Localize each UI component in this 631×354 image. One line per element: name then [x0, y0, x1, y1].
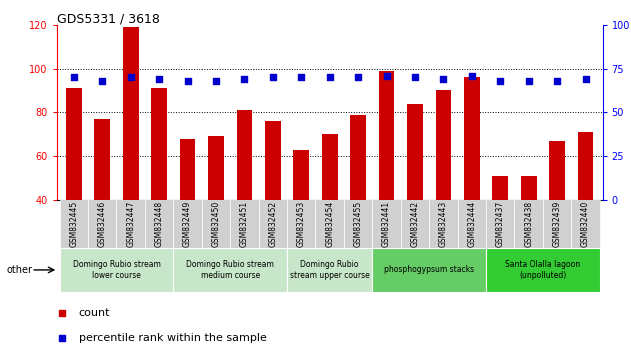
- Bar: [379, 71, 394, 200]
- Text: count: count: [79, 308, 110, 318]
- FancyBboxPatch shape: [259, 200, 287, 248]
- Text: GSM832437: GSM832437: [496, 201, 505, 247]
- Bar: [578, 132, 593, 200]
- Bar: [322, 134, 338, 200]
- Text: GSM832444: GSM832444: [468, 201, 476, 247]
- Point: [581, 76, 591, 82]
- Text: GSM832445: GSM832445: [69, 201, 78, 247]
- Point: [324, 75, 334, 80]
- Text: GSM832447: GSM832447: [126, 201, 135, 247]
- Bar: [66, 88, 81, 200]
- FancyBboxPatch shape: [287, 200, 316, 248]
- Text: GSM832440: GSM832440: [581, 201, 590, 247]
- Point: [57, 310, 68, 316]
- FancyBboxPatch shape: [401, 200, 429, 248]
- Text: GSM832438: GSM832438: [524, 201, 533, 247]
- Point: [296, 75, 306, 80]
- FancyBboxPatch shape: [230, 200, 259, 248]
- FancyBboxPatch shape: [429, 200, 457, 248]
- Bar: [521, 176, 536, 200]
- FancyBboxPatch shape: [174, 200, 202, 248]
- FancyBboxPatch shape: [486, 200, 514, 248]
- Text: GSM832452: GSM832452: [268, 201, 278, 247]
- Point: [182, 78, 192, 84]
- FancyBboxPatch shape: [316, 200, 344, 248]
- Point: [439, 76, 449, 82]
- FancyBboxPatch shape: [372, 200, 401, 248]
- Text: GSM832454: GSM832454: [325, 201, 334, 247]
- Point: [410, 75, 420, 80]
- Text: Domingo Rubio stream
lower course: Domingo Rubio stream lower course: [73, 260, 160, 280]
- Point: [382, 73, 392, 79]
- Text: Domingo Rubio stream
medium course: Domingo Rubio stream medium course: [186, 260, 274, 280]
- FancyBboxPatch shape: [571, 200, 599, 248]
- Bar: [350, 115, 366, 200]
- Point: [69, 75, 79, 80]
- Point: [268, 75, 278, 80]
- Point: [57, 335, 68, 341]
- Text: GSM832441: GSM832441: [382, 201, 391, 247]
- Text: GSM832453: GSM832453: [297, 201, 306, 247]
- Bar: [151, 88, 167, 200]
- Text: GSM832448: GSM832448: [155, 201, 163, 247]
- Bar: [95, 119, 110, 200]
- Point: [353, 75, 363, 80]
- Point: [524, 78, 534, 84]
- Text: Santa Olalla lagoon
(unpolluted): Santa Olalla lagoon (unpolluted): [505, 260, 581, 280]
- FancyBboxPatch shape: [457, 200, 486, 248]
- Text: GSM832442: GSM832442: [411, 201, 420, 247]
- Point: [154, 76, 164, 82]
- FancyBboxPatch shape: [60, 200, 88, 248]
- Bar: [237, 110, 252, 200]
- Text: GSM832450: GSM832450: [211, 201, 220, 247]
- Bar: [464, 78, 480, 200]
- Text: percentile rank within the sample: percentile rank within the sample: [79, 333, 266, 343]
- FancyBboxPatch shape: [202, 200, 230, 248]
- FancyBboxPatch shape: [174, 248, 287, 292]
- FancyBboxPatch shape: [88, 200, 117, 248]
- Bar: [265, 121, 281, 200]
- FancyBboxPatch shape: [372, 248, 486, 292]
- Bar: [208, 137, 224, 200]
- Text: GSM832451: GSM832451: [240, 201, 249, 247]
- Text: GSM832455: GSM832455: [353, 201, 363, 247]
- Text: phosphogypsum stacks: phosphogypsum stacks: [384, 266, 475, 274]
- Point: [552, 78, 562, 84]
- Text: GSM832446: GSM832446: [98, 201, 107, 247]
- Point: [126, 75, 136, 80]
- Text: GSM832439: GSM832439: [553, 201, 562, 247]
- Bar: [407, 104, 423, 200]
- Bar: [293, 150, 309, 200]
- FancyBboxPatch shape: [543, 200, 571, 248]
- Text: other: other: [6, 265, 32, 275]
- Point: [97, 78, 107, 84]
- Point: [467, 73, 477, 79]
- Bar: [180, 139, 196, 200]
- Bar: [435, 91, 451, 200]
- Bar: [550, 141, 565, 200]
- FancyBboxPatch shape: [117, 200, 145, 248]
- Text: GSM832443: GSM832443: [439, 201, 448, 247]
- Text: GDS5331 / 3618: GDS5331 / 3618: [57, 12, 160, 25]
- Point: [495, 78, 505, 84]
- Point: [211, 78, 221, 84]
- FancyBboxPatch shape: [145, 200, 174, 248]
- Text: Domingo Rubio
stream upper course: Domingo Rubio stream upper course: [290, 260, 370, 280]
- FancyBboxPatch shape: [344, 200, 372, 248]
- FancyBboxPatch shape: [486, 248, 599, 292]
- Point: [239, 76, 249, 82]
- FancyBboxPatch shape: [514, 200, 543, 248]
- FancyBboxPatch shape: [60, 248, 174, 292]
- Bar: [123, 27, 139, 200]
- Bar: [492, 176, 508, 200]
- Text: GSM832449: GSM832449: [183, 201, 192, 247]
- FancyBboxPatch shape: [287, 248, 372, 292]
